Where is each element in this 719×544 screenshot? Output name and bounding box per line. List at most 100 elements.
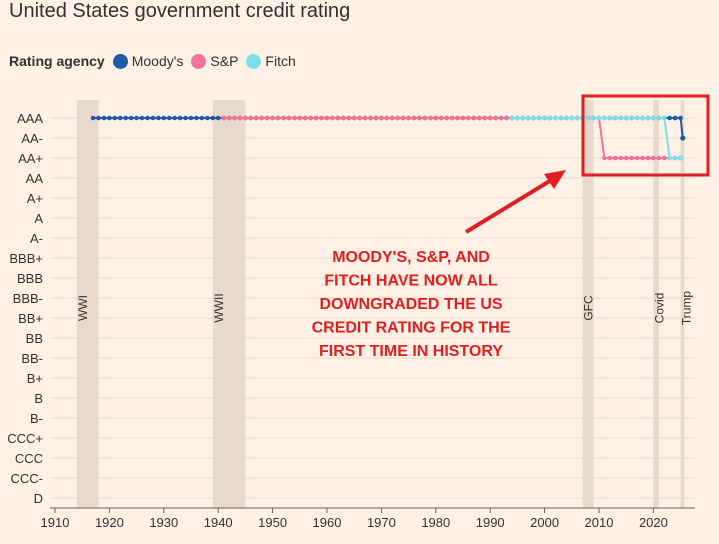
series-marker-moodys	[205, 115, 210, 121]
annotation-line: MOODY'S, S&P, AND	[332, 249, 490, 266]
series-marker-moodys	[156, 115, 161, 121]
series-marker-sp	[400, 115, 406, 121]
series-marker-moodys-last	[680, 135, 686, 141]
series-marker-sp	[623, 155, 629, 161]
series-marker-sp	[330, 115, 335, 121]
series-marker-moodys	[118, 115, 123, 121]
series-marker-fitch	[569, 115, 575, 121]
series-marker-sp	[237, 115, 243, 121]
series-marker-sp	[656, 155, 662, 161]
annotation-box	[581, 94, 710, 177]
series-marker-sp	[487, 115, 493, 121]
series-marker-sp	[319, 115, 324, 121]
series-marker-moodys	[166, 115, 172, 121]
series-marker-sp	[460, 115, 466, 121]
series-marker-sp	[607, 155, 613, 161]
y-tick-label: BBB-	[13, 291, 43, 306]
series-marker-sp	[629, 155, 634, 161]
series-marker-sp	[351, 115, 357, 121]
series-marker-sp	[341, 115, 346, 121]
shaded-period-gfc	[582, 100, 594, 508]
series-marker-fitch	[640, 115, 645, 121]
series-marker-moodys	[210, 115, 216, 121]
series-marker-fitch	[634, 115, 640, 121]
series-marker-sp	[324, 115, 330, 121]
series-marker-sp	[618, 155, 624, 161]
series-marker-fitch	[662, 115, 667, 121]
series-marker-fitch	[547, 115, 553, 121]
series-marker-fitch	[613, 115, 618, 121]
x-tick-label: 1910	[41, 515, 70, 530]
legend-text-sp: S&P	[210, 53, 239, 69]
annotation-line: CREDIT RATING FOR THE	[312, 320, 511, 337]
x-tick-label: 1930	[149, 515, 178, 530]
series-marker-fitch	[667, 155, 672, 161]
y-tick-label: A+	[27, 191, 43, 206]
series-marker-sp	[395, 115, 401, 121]
annotation-line: FITCH HAVE NOW ALL	[324, 273, 498, 290]
chart-title: United States government credit rating	[9, 0, 351, 22]
series-marker-sp	[264, 115, 270, 121]
annotation-text: MOODY'S, S&P, AND FITCH HAVE NOW ALL DOWNG…	[312, 249, 511, 360]
series-marker-sp	[368, 115, 373, 121]
series-marker-sp	[335, 115, 341, 121]
y-tick-label: AA	[26, 171, 44, 186]
series-marker-sp	[455, 115, 460, 121]
series-marker-sp	[292, 115, 297, 121]
series-marker-fitch	[531, 115, 536, 121]
series-marker-moodys	[678, 115, 683, 121]
series-marker-sp	[471, 115, 477, 121]
series-marker-sp	[248, 115, 254, 121]
series-marker-sp	[373, 115, 379, 121]
series-marker-fitch	[542, 115, 547, 121]
series-marker-sp	[270, 115, 275, 121]
y-tick-label: AAA	[17, 111, 43, 126]
series-marker-fitch	[564, 115, 569, 121]
series-marker-fitch	[585, 115, 591, 121]
series-marker-fitch	[651, 115, 656, 121]
series-marker-sp	[232, 115, 237, 121]
series-marker-fitch	[602, 115, 607, 121]
series-marker-fitch	[558, 115, 564, 121]
annotation-line: DOWNGRADED THE US	[319, 296, 502, 313]
series-marker-sp	[444, 115, 450, 121]
series-marker-moodys	[215, 115, 221, 121]
series-marker-moodys	[90, 115, 96, 121]
series-marker-sp	[504, 115, 509, 121]
x-tick-label: 2000	[530, 515, 559, 530]
y-tick-label: AA-	[21, 131, 43, 146]
shade-label-wwi: WWI	[76, 295, 90, 321]
series-marker-fitch	[629, 115, 634, 121]
y-tick-label: CCC	[15, 451, 43, 466]
legend-text-moodys: Moody's	[131, 53, 184, 69]
y-tick-label: A	[34, 211, 43, 226]
series-marker-moodys	[139, 115, 145, 121]
y-tick-label: CCC-	[11, 471, 44, 486]
series-marker-sp	[645, 155, 651, 161]
series-marker-sp	[346, 115, 352, 121]
annotation-line: FIRST TIME IN HISTORY	[319, 343, 503, 360]
series-marker-fitch	[618, 115, 624, 121]
series-marker-sp	[634, 155, 640, 161]
series-marker-sp	[243, 115, 248, 121]
series-marker-sp	[286, 115, 292, 121]
series-marker-sp	[275, 115, 281, 121]
shaded-period-covid	[653, 100, 659, 508]
y-tick-label: BB+	[18, 311, 43, 326]
series-marker-sp	[297, 115, 303, 121]
series-marker-sp	[357, 115, 362, 121]
y-tick-label: BB-	[21, 351, 43, 366]
legend-swatch-sp	[191, 53, 207, 69]
series-marker-fitch	[515, 115, 520, 121]
series-marker-fitch	[596, 115, 602, 121]
series-marker-fitch	[623, 115, 629, 121]
x-tick-label: 1940	[204, 515, 233, 530]
shaded-period-wwii	[212, 100, 246, 508]
annotation-arrow-shaft	[464, 177, 555, 234]
series-marker-fitch-last	[678, 155, 684, 161]
legend-item-sp: S&P	[191, 53, 238, 69]
legend-item-fitch: Fitch	[246, 53, 296, 69]
x-tick-label: 1990	[476, 515, 505, 530]
series-marker-moodys	[107, 115, 112, 121]
shaded-period-wwi	[76, 100, 99, 508]
